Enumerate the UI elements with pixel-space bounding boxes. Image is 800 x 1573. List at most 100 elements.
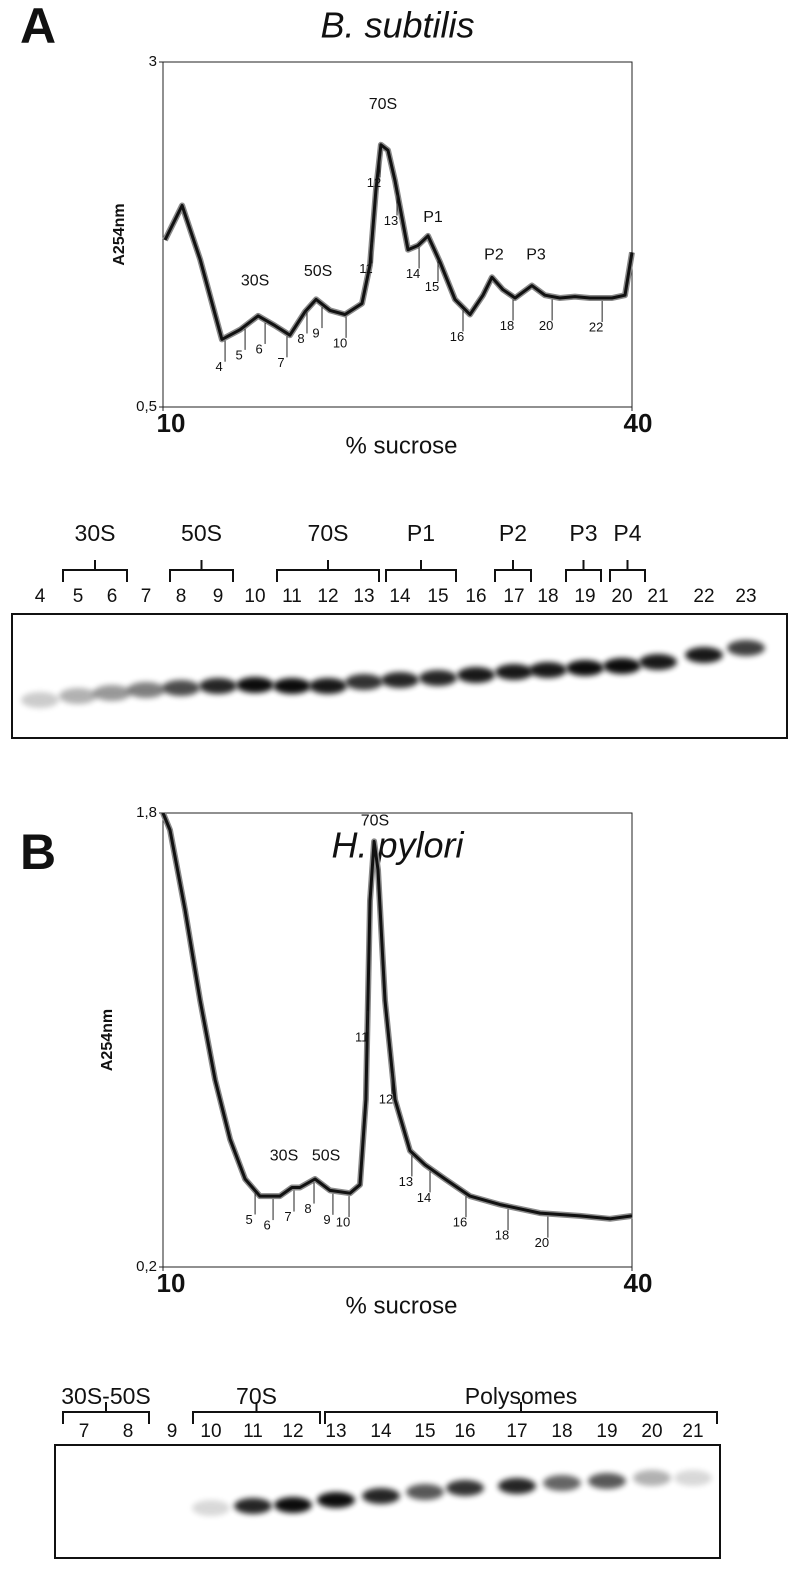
band [543, 1475, 581, 1491]
chart-title: H. pylori [331, 825, 464, 866]
group-label: P3 [569, 520, 597, 546]
y-tick-label: 0,5 [136, 398, 157, 415]
bracket [169, 560, 234, 582]
lane-label: 11 [243, 1421, 263, 1442]
peak-label: 50S [312, 1148, 340, 1165]
fraction-label: 11 [355, 1029, 369, 1044]
group-label: 50S [181, 520, 222, 546]
fraction-label: 6 [255, 341, 262, 356]
lane-label: 17 [506, 1421, 527, 1442]
lane-label: 7 [79, 1421, 90, 1442]
lane-label: 4 [35, 586, 46, 607]
peak-label: 70S [361, 813, 389, 830]
group-label: 70S [308, 520, 349, 546]
bracket [192, 1402, 321, 1424]
x-axis-label: % sucrose [345, 432, 457, 459]
band [127, 682, 165, 698]
band [309, 678, 347, 694]
plot-frame [162, 61, 633, 408]
lane-label: 11 [282, 586, 302, 607]
fraction-label: 12 [379, 1092, 393, 1107]
fraction-label: 16 [450, 329, 464, 344]
fraction-label: 4 [215, 359, 222, 374]
x-tick-label: 10 [157, 408, 186, 438]
fraction-label: 11 [359, 261, 373, 276]
band [362, 1488, 400, 1504]
lane-label: 19 [596, 1421, 617, 1442]
band [236, 677, 274, 693]
peak-label: P3 [526, 246, 546, 263]
lane-label: 15 [414, 1421, 435, 1442]
fraction-label: 20 [535, 1235, 549, 1250]
fraction-label: 8 [297, 331, 304, 346]
band [639, 654, 677, 670]
band [633, 1470, 671, 1486]
lane-label: 22 [693, 586, 714, 607]
lane-label: 13 [325, 1421, 346, 1442]
lane-label: 16 [454, 1421, 475, 1442]
band [317, 1492, 355, 1508]
fraction-label: 5 [245, 1212, 252, 1227]
peak-label: P2 [484, 246, 504, 263]
band [446, 1480, 484, 1496]
band [674, 1470, 712, 1486]
lane-label: 23 [735, 586, 756, 607]
chart-title: B. subtilis [320, 5, 474, 46]
lane-label: 7 [141, 586, 152, 607]
fraction-label: 9 [312, 326, 319, 341]
band [345, 674, 383, 690]
lane-label: 5 [73, 586, 84, 607]
lane-label: 21 [682, 1421, 703, 1442]
lane-label: 15 [427, 586, 448, 607]
panel-label: A [20, 0, 56, 54]
lane-label: 13 [353, 586, 374, 607]
band [274, 1497, 312, 1513]
fraction-label: 6 [263, 1218, 270, 1233]
curve-shadow [160, 811, 633, 1222]
group-label: 30S [75, 520, 116, 546]
lane-label: 17 [503, 586, 524, 607]
lane-label: 21 [647, 586, 668, 607]
y-tick-label: 1,8 [136, 804, 157, 821]
fraction-label: 5 [235, 347, 242, 362]
fraction-label: 15 [425, 279, 439, 294]
lane-label: 20 [611, 586, 632, 607]
y-tick-label: 3 [149, 53, 157, 70]
lane-label: 9 [167, 1421, 178, 1442]
band [381, 672, 419, 688]
band [419, 670, 457, 686]
band [495, 664, 533, 680]
group-label: P2 [499, 520, 527, 546]
fraction-label: 8 [304, 1201, 311, 1216]
lane-label: 10 [244, 586, 265, 607]
band [162, 680, 200, 696]
peak-label: 30S [270, 1148, 298, 1165]
bracket [385, 560, 457, 582]
lane-label: 14 [389, 586, 411, 607]
band [529, 662, 567, 678]
x-tick-label: 10 [157, 1268, 186, 1298]
group-label: P4 [613, 520, 641, 546]
group-label: 30S-50S [61, 1383, 151, 1409]
band [457, 667, 495, 683]
y-tick-label: 0,2 [136, 1258, 157, 1275]
band [566, 660, 604, 676]
fraction-label: 18 [500, 318, 514, 333]
lane-label: 18 [551, 1421, 572, 1442]
lane-label: 12 [317, 586, 338, 607]
lane-label: 12 [282, 1421, 303, 1442]
lane-label: 8 [123, 1421, 134, 1442]
fraction-label: 22 [589, 319, 603, 334]
bracket [62, 560, 128, 582]
band [603, 658, 641, 674]
lane-label: 10 [200, 1421, 221, 1442]
y-axis-label: A254nm [111, 203, 128, 265]
x-axis-label: % sucrose [345, 1292, 457, 1319]
lane-label: 20 [641, 1421, 662, 1442]
fraction-label: 7 [277, 355, 284, 370]
y-axis-label: A254nm [99, 1009, 116, 1071]
lane-label: 18 [537, 586, 558, 607]
fraction-label: 12 [367, 175, 381, 190]
lane-label: 6 [107, 586, 118, 607]
band [21, 692, 59, 708]
